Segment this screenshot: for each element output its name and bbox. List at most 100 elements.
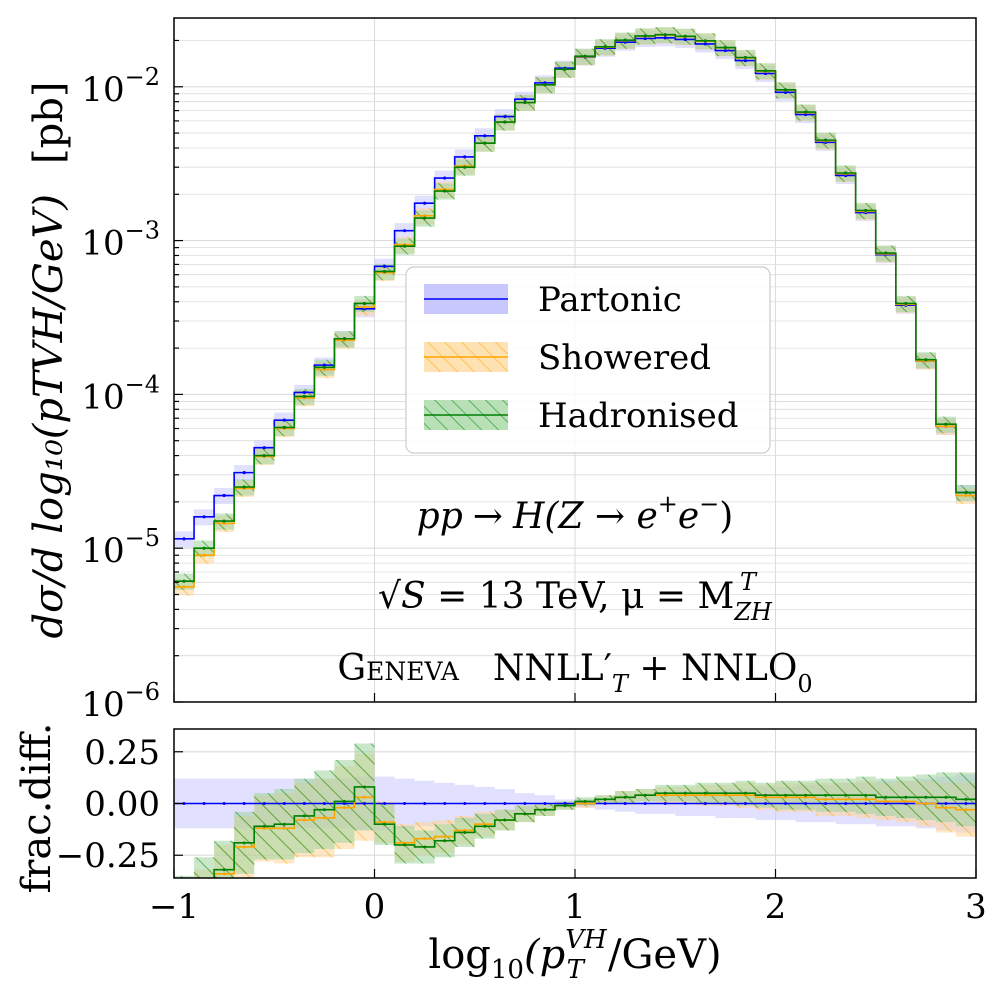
ratio-hatch-hadronised bbox=[174, 875, 195, 878]
x-axis-label-sub2: T bbox=[567, 955, 586, 985]
main-point-partonic bbox=[743, 58, 748, 63]
legend-label-partonic: Partonic bbox=[538, 280, 682, 320]
ratio-point-hadronised bbox=[623, 795, 627, 799]
ratio-point-partonic bbox=[844, 802, 848, 805]
main-point-partonic bbox=[202, 515, 206, 519]
main-point-hadronised bbox=[423, 216, 427, 220]
annotation-generator: Geneva NNLL′T + NNLO0 bbox=[337, 648, 812, 698]
ratio-y-axis-label: frac.diff. bbox=[14, 723, 60, 894]
main-y-axis-label: dσ/d log₁₀(pTVH/GeV) [pb] bbox=[26, 82, 72, 639]
main-y-tick-label-base: 10 bbox=[81, 685, 124, 725]
ratio-point-showered bbox=[964, 808, 968, 812]
ratio-point-hadronised bbox=[804, 793, 808, 797]
ratio-point-partonic bbox=[723, 802, 727, 805]
main-point-hadronised bbox=[483, 141, 487, 145]
ratio-point-partonic bbox=[182, 802, 186, 805]
main-point-hadronised bbox=[603, 45, 607, 49]
annotation-generator-plus-sub: 0 bbox=[797, 670, 812, 698]
ratio-point-partonic bbox=[483, 802, 487, 805]
ratio-point-showered bbox=[824, 797, 828, 801]
main-point-hadronised bbox=[503, 120, 507, 124]
annotation-generator-formula-sub: T bbox=[612, 670, 630, 698]
ratio-point-hadronised bbox=[723, 791, 727, 795]
ratio-point-showered bbox=[924, 802, 928, 805]
main-point-partonic bbox=[302, 390, 306, 395]
ratio-point-partonic bbox=[743, 802, 747, 805]
ratio-point-showered bbox=[242, 845, 246, 849]
ratio-point-partonic bbox=[683, 802, 687, 805]
ratio-lines bbox=[174, 785, 976, 896]
ratio-point-hadronised bbox=[322, 808, 326, 812]
ratio-ticks bbox=[173, 751, 977, 878]
main-point-hadronised bbox=[242, 485, 246, 489]
ratio-point-showered bbox=[763, 795, 767, 799]
ratio-point-showered bbox=[864, 797, 868, 801]
ratio-point-hadronised bbox=[262, 824, 266, 828]
ratio-point-hadronised bbox=[242, 841, 246, 845]
main-ticks bbox=[173, 39, 977, 703]
ratio-point-partonic bbox=[623, 802, 627, 805]
x-tick-label: 3 bbox=[965, 887, 987, 927]
main-point-hadronised bbox=[924, 358, 928, 362]
main-point-partonic bbox=[402, 229, 407, 233]
ratio-point-partonic bbox=[242, 802, 246, 805]
annotation-energy-sub: ZH bbox=[733, 598, 773, 626]
ratio-point-partonic bbox=[703, 802, 707, 805]
main-y-tick-label-exp: −2 bbox=[125, 63, 160, 91]
x-axis-label-suffix: /GeV) bbox=[608, 932, 722, 978]
main-point-hadronised bbox=[282, 425, 286, 430]
ratio-point-partonic bbox=[362, 802, 366, 805]
main-point-partonic bbox=[282, 418, 286, 422]
ratio-point-partonic bbox=[403, 802, 407, 805]
main-point-showered bbox=[964, 493, 968, 498]
ratio-point-hadronised bbox=[603, 797, 607, 801]
ratio-point-partonic bbox=[864, 802, 868, 805]
ratio-point-hadronised bbox=[423, 845, 427, 849]
main-point-hadronised bbox=[463, 165, 467, 169]
ratio-point-partonic bbox=[643, 802, 647, 805]
ratio-hatch-hadronised bbox=[214, 840, 235, 878]
main-point-hadronised bbox=[523, 100, 527, 105]
ratio-point-hadronised bbox=[362, 785, 366, 789]
ratio-point-hadronised bbox=[683, 791, 687, 795]
main-point-showered bbox=[202, 553, 206, 557]
ratio-point-hadronised bbox=[884, 795, 888, 799]
ratio-hatch-hadronised bbox=[194, 857, 215, 878]
legend-label-showered: Showered bbox=[538, 338, 711, 378]
main-y-tick-label: 10−4 bbox=[81, 370, 160, 417]
main-y-tick-label-base: 10 bbox=[81, 224, 124, 264]
ratio-point-hadronised bbox=[563, 804, 567, 808]
main-point-hadronised bbox=[743, 55, 748, 60]
main-point-hadronised bbox=[623, 38, 627, 42]
main-y-tick-label-exp: −3 bbox=[125, 217, 160, 245]
main-point-hadronised bbox=[824, 138, 828, 142]
ratio-y-tick-label: −0.25 bbox=[56, 836, 160, 876]
main-ytick-labels: 10−610−510−410−310−2 bbox=[81, 63, 160, 725]
ratio-point-showered bbox=[262, 826, 266, 830]
main-point-hadronised bbox=[803, 110, 808, 114]
annotation-process: pp → H(Z → e+e−) bbox=[417, 490, 734, 537]
annotation-energy-sup: T bbox=[740, 568, 758, 596]
ratio-point-partonic bbox=[884, 802, 888, 805]
main-point-partonic bbox=[523, 97, 527, 101]
ratio-point-partonic bbox=[563, 802, 567, 805]
ratio-point-hadronised bbox=[703, 791, 707, 795]
ratio-point-hadronised bbox=[904, 795, 908, 799]
main-point-hadronised bbox=[563, 67, 567, 71]
main-point-hadronised bbox=[202, 546, 206, 550]
main-y-tick-label-base: 10 bbox=[81, 531, 124, 571]
ratio-point-hadronised bbox=[543, 808, 547, 812]
main-point-hadronised bbox=[904, 301, 908, 306]
ratio-point-showered bbox=[804, 795, 808, 799]
ratio-point-hadronised bbox=[663, 791, 667, 795]
main-point-partonic bbox=[222, 493, 226, 498]
annotation-energy-eq: = 13 TeV, μ = M bbox=[426, 576, 735, 617]
ratio-point-showered bbox=[743, 793, 747, 797]
ratio-point-showered bbox=[723, 793, 727, 797]
ratio-point-partonic bbox=[262, 802, 266, 805]
annotation-energy-s: S bbox=[401, 576, 426, 617]
main-y-tick-label: 10−5 bbox=[81, 524, 160, 571]
ratio-point-showered bbox=[203, 893, 206, 896]
ratio-point-hadronised bbox=[844, 793, 848, 797]
main-point-hadronised bbox=[322, 365, 326, 369]
